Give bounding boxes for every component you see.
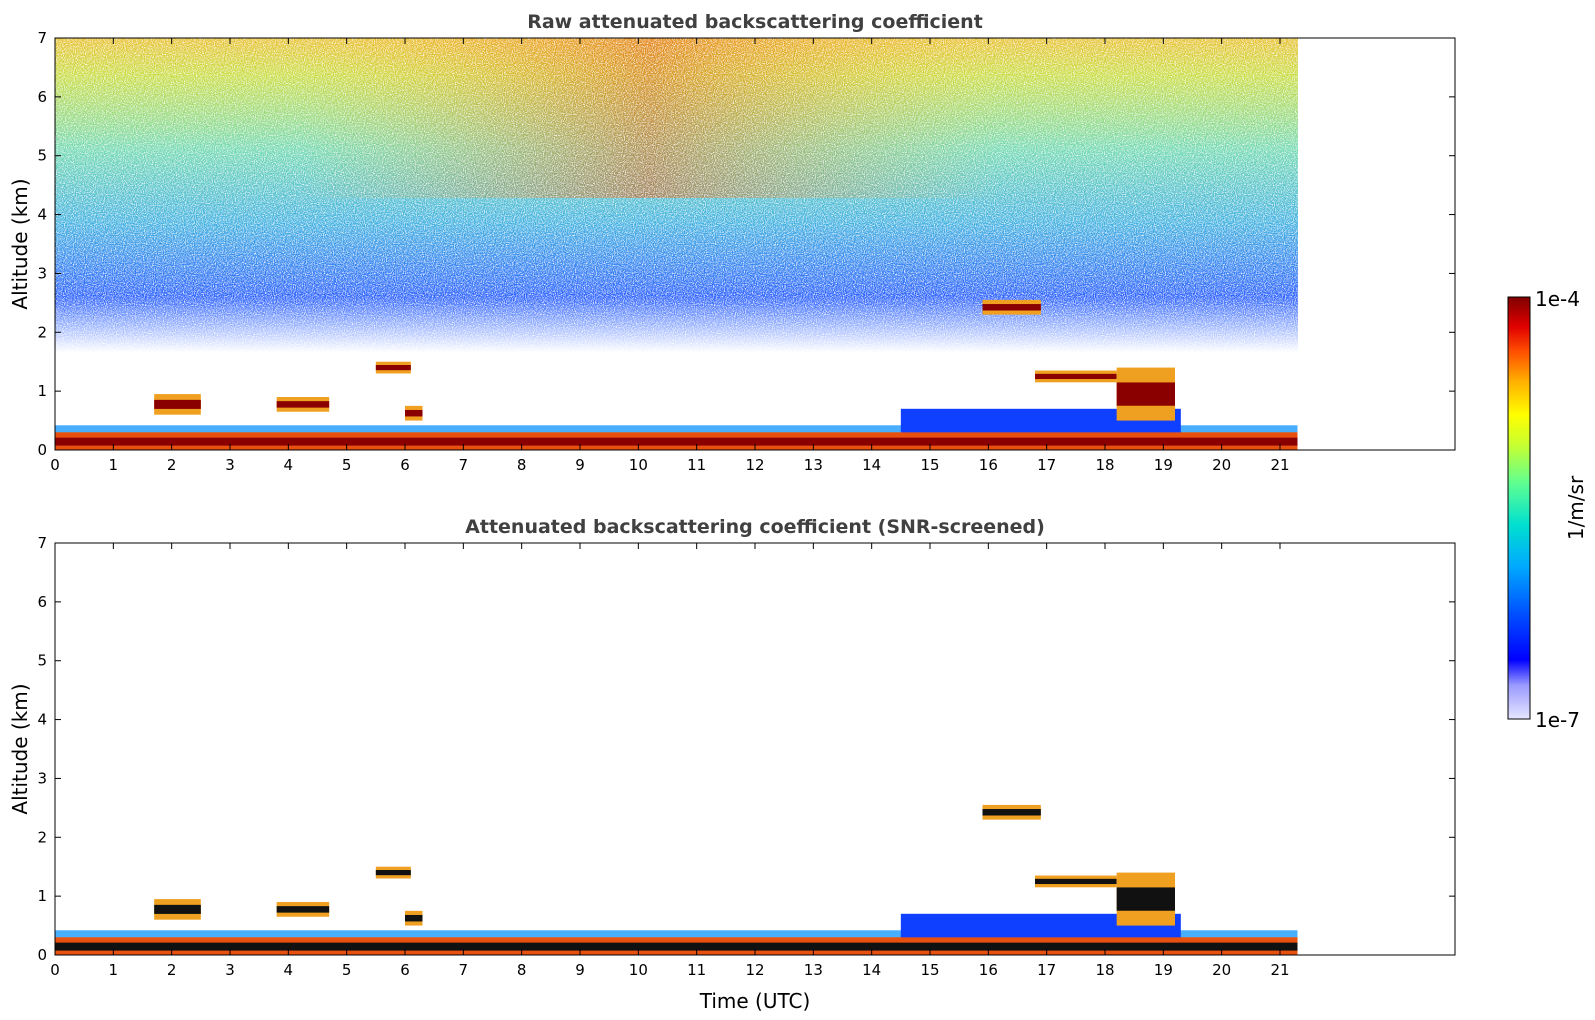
x-tick-label: 15 <box>920 456 939 474</box>
x-tick-label: 3 <box>225 456 235 474</box>
y-tick-label: 2 <box>37 828 47 846</box>
panel-screened-heatmap <box>55 804 1298 955</box>
x-tick-label: 13 <box>804 961 823 979</box>
colorbar-max-label: 1e-4 <box>1535 287 1580 311</box>
x-tick-label: 7 <box>459 456 469 474</box>
cloud-core <box>154 904 201 914</box>
panel-raw-title: Raw attenuated backscattering coefficien… <box>527 11 983 33</box>
x-tick-label: 16 <box>979 961 998 979</box>
features <box>55 299 1298 450</box>
x-tick-label: 11 <box>687 456 706 474</box>
x-tick-label: 21 <box>1270 456 1289 474</box>
panel-screened-axes: 0 1 2 3 4 5 6 7 8 9 10 11 12 13 14 15 16 17 18 19 20 21012345… <box>37 534 1455 979</box>
x-axis-label: Time (UTC) <box>699 989 811 1013</box>
x-tick-label: 0 <box>50 456 60 474</box>
panel-screened-frame <box>54 542 1456 956</box>
x-tick-label: 14 <box>862 961 881 979</box>
cloud-core <box>405 409 423 417</box>
panel-screened: Attenuated backscattering coefficient (S… <box>8 516 1456 1013</box>
x-tick-label: 9 <box>575 961 585 979</box>
x-tick-label: 0 <box>50 961 60 979</box>
x-tick-label: 8 <box>517 456 527 474</box>
cloud-core <box>375 870 411 876</box>
cloud-core <box>982 809 1041 816</box>
panel-screened-ylabel: Altitude (km) <box>8 683 32 814</box>
x-tick-label: 18 <box>1095 456 1114 474</box>
colorbar-gradient <box>1507 296 1531 720</box>
y-tick-label: 1 <box>37 887 47 905</box>
panel-screened-title: Attenuated backscattering coefficient (S… <box>465 516 1045 538</box>
y-tick-label: 5 <box>37 147 47 165</box>
x-tick-label: 19 <box>1154 961 1173 979</box>
x-tick-label: 12 <box>745 961 764 979</box>
cloud-core <box>154 399 201 409</box>
y-tick-label: 3 <box>37 264 47 282</box>
x-tick-label: 2 <box>167 456 177 474</box>
x-tick-label: 5 <box>342 456 352 474</box>
x-tick-label: 20 <box>1212 456 1231 474</box>
y-tick-label: 2 <box>37 323 47 341</box>
x-tick-label: 6 <box>400 456 410 474</box>
cloud-core <box>982 304 1041 311</box>
panel-raw-axes: 0 1 2 3 4 5 6 7 8 9 10 11 12 13 14 15 16 17 18 19 20 21012345… <box>37 29 1455 474</box>
colorbar: 1e-4 1e-7 1/m/sr <box>1507 287 1588 732</box>
x-tick-label: 11 <box>687 961 706 979</box>
y-tick-label: 6 <box>37 593 47 611</box>
surface-layer-core <box>55 437 1298 446</box>
x-tick-label: 3 <box>225 961 235 979</box>
panel-raw-heatmap <box>55 38 1298 450</box>
x-tick-label: 8 <box>517 961 527 979</box>
panel-raw: Raw attenuated backscattering coefficien… <box>8 11 1456 474</box>
x-tick-label: 7 <box>459 961 469 979</box>
x-tick-label: 12 <box>745 456 764 474</box>
colorbar-label: 1/m/sr <box>1564 475 1588 540</box>
x-tick-label: 16 <box>979 456 998 474</box>
x-tick-label: 5 <box>342 961 352 979</box>
x-tick-label: 13 <box>804 456 823 474</box>
cloud-core <box>375 365 411 371</box>
cloud-core <box>1116 887 1175 911</box>
y-tick-label: 4 <box>37 711 47 729</box>
x-tick-label: 20 <box>1212 961 1231 979</box>
y-tick-label: 0 <box>37 441 47 459</box>
y-tick-label: 7 <box>37 534 47 552</box>
x-tick-label: 4 <box>284 456 294 474</box>
cloud-core <box>1035 373 1117 380</box>
features <box>55 804 1298 955</box>
cloud-core <box>1035 878 1117 885</box>
cloud-core <box>1116 382 1175 406</box>
x-tick-label: 4 <box>284 961 294 979</box>
x-tick-label: 1 <box>109 961 119 979</box>
x-tick-label: 14 <box>862 456 881 474</box>
x-tick-label: 17 <box>1037 961 1056 979</box>
cloud-core <box>276 906 330 913</box>
x-tick-label: 2 <box>167 961 177 979</box>
x-tick-label: 6 <box>400 961 410 979</box>
y-tick-label: 7 <box>37 29 47 47</box>
x-tick-label: 9 <box>575 456 585 474</box>
y-tick-label: 5 <box>37 652 47 670</box>
cloud-core <box>276 401 330 408</box>
x-tick-label: 10 <box>629 456 648 474</box>
y-tick-label: 3 <box>37 769 47 787</box>
y-tick-label: 4 <box>37 206 47 224</box>
y-tick-label: 6 <box>37 88 47 106</box>
x-tick-label: 10 <box>629 961 648 979</box>
x-tick-label: 17 <box>1037 456 1056 474</box>
surface-layer-core <box>55 942 1298 951</box>
y-tick-label: 1 <box>37 382 47 400</box>
x-tick-label: 15 <box>920 961 939 979</box>
panel-raw-ylabel: Altitude (km) <box>8 178 32 309</box>
y-tick-label: 0 <box>37 946 47 964</box>
cloud-core <box>405 914 423 922</box>
x-tick-label: 19 <box>1154 456 1173 474</box>
x-tick-label: 21 <box>1270 961 1289 979</box>
x-tick-label: 18 <box>1095 961 1114 979</box>
x-tick-label: 1 <box>109 456 119 474</box>
colorbar-min-label: 1e-7 <box>1535 708 1580 732</box>
